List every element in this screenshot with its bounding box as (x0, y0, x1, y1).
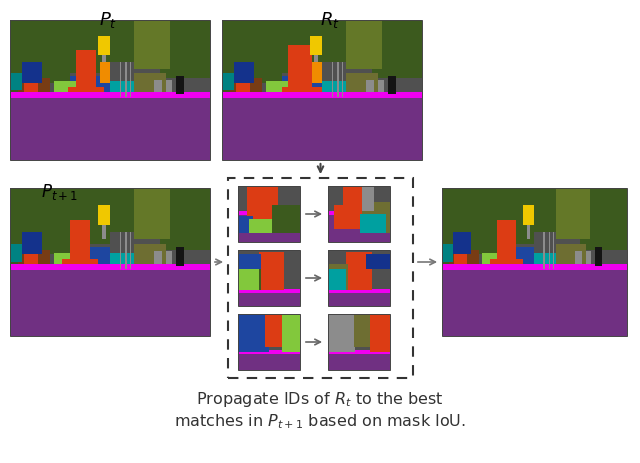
Bar (222, 20, 422, 160)
Text: $R_t$: $R_t$ (320, 10, 340, 30)
Bar (10, 20, 210, 160)
Text: Propagate IDs of $R_t$ to the best: Propagate IDs of $R_t$ to the best (196, 390, 444, 409)
Bar (328, 250, 390, 306)
Bar (238, 250, 300, 306)
Bar (228, 178, 413, 378)
Bar (238, 314, 300, 370)
Bar (10, 188, 210, 336)
Bar (328, 186, 390, 242)
Bar (328, 314, 390, 370)
Text: $P_{t+1}$: $P_{t+1}$ (42, 182, 79, 202)
Bar (238, 186, 300, 242)
Text: $P_t$: $P_t$ (99, 10, 117, 30)
Bar (442, 188, 627, 336)
Text: matches in $P_{t+1}$ based on mask IoU.: matches in $P_{t+1}$ based on mask IoU. (174, 412, 466, 431)
